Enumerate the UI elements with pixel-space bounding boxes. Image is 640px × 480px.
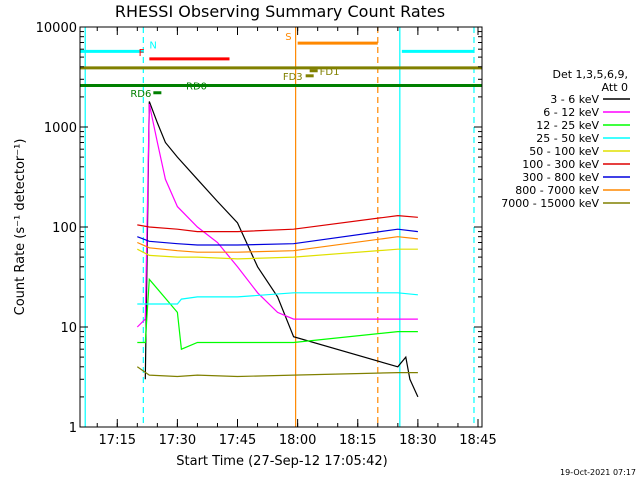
flag-label-fd1: FD1 (320, 67, 340, 78)
flag-label-rd6: RD6 (130, 89, 151, 100)
series-line-3 (137, 292, 418, 305)
y-axis: 1 10 100 1000 10000 (36, 21, 482, 436)
legend-label-1: 6 - 12 keV (543, 106, 599, 119)
series-line-7 (137, 236, 418, 253)
legend-label-5: 100 - 300 keV (522, 158, 599, 171)
legend-label-3: 25 - 50 keV (536, 132, 599, 145)
legend-header-1: Att 0 (602, 81, 628, 94)
flag-label-fd3: FD3 (283, 72, 303, 83)
y-tick-label-2: 100 (52, 221, 77, 236)
y-tick-label-1: 10 (60, 321, 77, 336)
legend-label-4: 50 - 100 keV (529, 145, 599, 158)
flag-labels: NF S FD1 FD3 RD0 RD6 (130, 32, 339, 100)
series-lines (136, 101, 419, 398)
x-axis: 17:15 17:30 17:45 18:00 18:15 18:30 18:45 (96, 27, 497, 448)
x-tick-label-0: 17:15 (99, 433, 136, 448)
x-tick-label-1: 17:30 (159, 433, 196, 448)
flag-label-f: F (139, 48, 145, 59)
chart-title: RHESSI Observing Summary Count Rates (115, 2, 445, 21)
x-tick-label-6: 18:45 (459, 433, 496, 448)
flag-label-rd0: RD0 (186, 82, 207, 93)
legend-label-7: 800 - 7000 keV (515, 184, 599, 197)
legend-header-0: Det 1,3,5,6,9, (552, 68, 628, 81)
flag-bars (80, 41, 482, 95)
series-line-8 (136, 366, 418, 378)
render-timestamp: 19-Oct-2021 07:17 (560, 468, 636, 477)
flag-label-s: S (285, 32, 291, 43)
x-axis-label: Start Time (27-Sep-12 17:05:42) (176, 454, 387, 469)
series-line-1 (136, 103, 418, 328)
x-tick-label-3: 18:00 (279, 433, 316, 448)
flag-label-n: N (149, 40, 156, 51)
y-tick-label-0: 1 (69, 421, 77, 436)
legend-label-6: 300 - 800 keV (522, 171, 599, 184)
x-tick-label-4: 18:15 (339, 433, 376, 448)
y-tick-label-4: 10000 (36, 21, 77, 36)
x-tick-label-2: 17:45 (219, 433, 256, 448)
series-line-5 (137, 214, 418, 233)
series-line-0 (144, 101, 419, 398)
series-line-2 (137, 277, 418, 351)
vertical-markers (84, 27, 475, 427)
legend-label-2: 12 - 25 keV (536, 119, 599, 132)
x-tick-label-5: 18:30 (399, 433, 436, 448)
y-axis-label: Count Rate (s⁻¹ detector⁻¹) (13, 139, 28, 316)
legend-label-0: 3 - 6 keV (550, 93, 599, 106)
y-tick-label-3: 1000 (44, 121, 77, 136)
series-line-4 (137, 248, 418, 260)
legend-label-8: 7000 - 15000 keV (501, 197, 599, 210)
series-line-6 (137, 228, 418, 246)
